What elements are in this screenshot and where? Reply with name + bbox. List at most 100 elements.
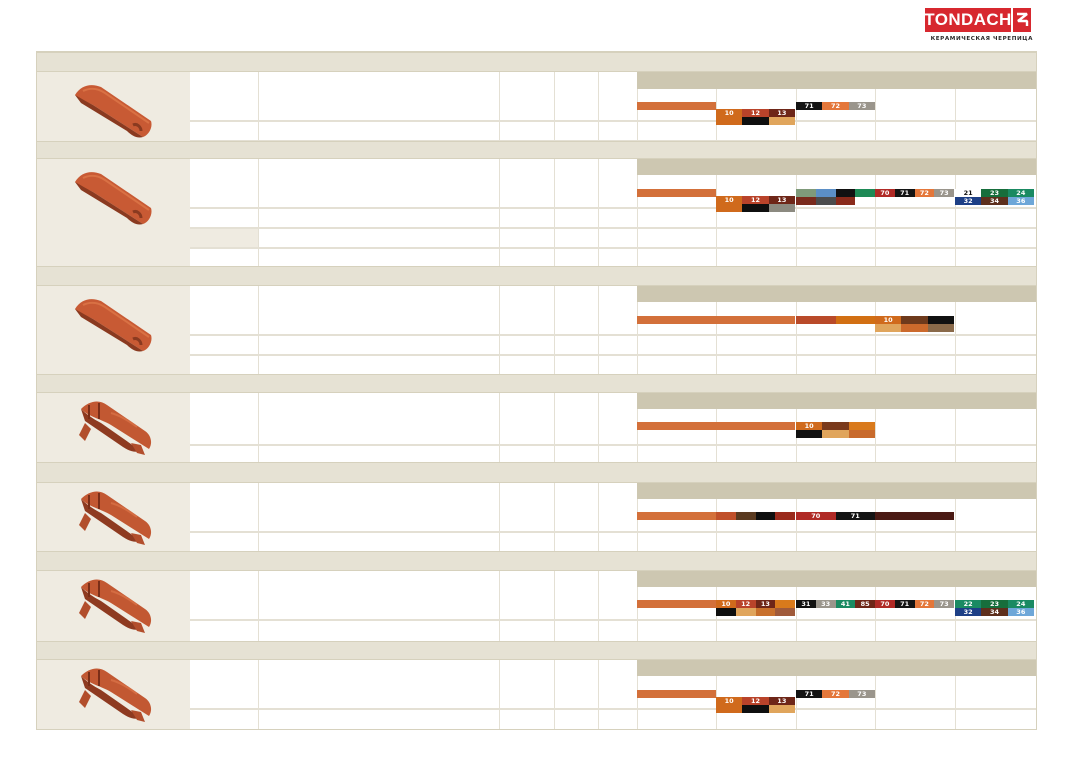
color-swatch: [775, 512, 795, 520]
color-swatch: [716, 608, 736, 616]
color-code: 73: [939, 600, 949, 608]
color-swatch: 41: [835, 600, 856, 608]
color-swatch-strip: 31 33 41 85: [796, 600, 875, 608]
color-swatch-strip: 10: [875, 316, 954, 332]
section-header-band: [37, 641, 1036, 660]
product-catalog-table: 10 12 13 71 72 73 10 12 13 70 71 72 73 21 23 24 32 34 36 10…: [36, 51, 1037, 730]
column-divider: [716, 302, 717, 374]
tile-image-cell: [37, 72, 190, 141]
color-code: 22: [963, 600, 973, 608]
color-code: 70: [880, 600, 890, 608]
column-divider: [554, 483, 555, 551]
ribbed-ridge-tile-icon: [71, 662, 157, 732]
tile-image-cell: [37, 483, 190, 551]
color-swatch: 72: [914, 189, 935, 197]
color-code: 71: [900, 600, 910, 608]
column-divider: [258, 286, 259, 374]
color-swatch-strip: 70 71 72 73: [875, 600, 954, 608]
column-divider: [554, 286, 555, 374]
column-divider: [716, 499, 717, 551]
color-code: 10: [724, 109, 734, 117]
color-swatch: [796, 316, 836, 324]
row-divider: [190, 531, 1036, 533]
shaded-cell: [190, 228, 258, 247]
ribbed-ridge-tile-icon: [71, 485, 157, 555]
color-swatch-strip: 70 71 72 73: [875, 189, 954, 197]
color-swatch-strip: [637, 600, 716, 608]
ribbed-ridge-tile-icon: [71, 395, 157, 465]
column-divider: [637, 302, 638, 374]
product-section: 10 12 13 71 72 73: [37, 660, 1036, 729]
color-swatch-strip: [637, 189, 716, 197]
color-swatch: [875, 512, 954, 520]
color-code: 71: [804, 102, 814, 110]
color-swatch: 34: [981, 608, 1008, 616]
column-divider: [258, 72, 259, 141]
color-swatch-strip: [716, 512, 795, 520]
column-divider: [554, 393, 555, 462]
color-code: 13: [777, 109, 787, 117]
color-swatch: 13: [768, 697, 795, 705]
column-divider: [875, 302, 876, 374]
column-divider: [637, 409, 638, 462]
color-swatch: 13: [768, 196, 795, 204]
column-divider: [955, 89, 956, 141]
color-swatch: 70: [875, 600, 895, 608]
section-header-band: [37, 266, 1036, 286]
color-swatch: [716, 316, 795, 324]
color-swatch: 10: [716, 600, 736, 608]
color-swatch: [716, 117, 743, 125]
color-code: 41: [840, 600, 850, 608]
column-divider: [637, 587, 638, 641]
color-code: 34: [989, 608, 1000, 616]
color-options-header: [637, 159, 1036, 175]
color-swatch-strip: 22 23 24 32 34 36: [955, 600, 1034, 616]
color-swatch: 71: [796, 690, 823, 698]
color-code: 32: [963, 608, 973, 616]
color-swatch: [755, 512, 776, 520]
brand-name: TONDACH: [924, 8, 1011, 32]
color-swatch: [815, 189, 836, 197]
color-swatch-strip: [796, 189, 875, 205]
color-swatch: [742, 705, 769, 713]
color-swatch: 71: [796, 102, 823, 110]
color-code: 70: [811, 512, 821, 520]
column-divider: [554, 159, 555, 266]
brand-mark-icon: [1013, 8, 1031, 32]
product-section: 10: [37, 393, 1036, 462]
color-swatch: 12: [735, 600, 756, 608]
color-swatch: 34: [981, 197, 1008, 205]
color-swatch: [768, 117, 795, 125]
color-options-header: [637, 286, 1036, 302]
color-swatch: [637, 102, 716, 110]
color-swatch: [716, 512, 736, 520]
color-code: 32: [963, 197, 973, 205]
color-swatch-strip: 10 12 13: [716, 600, 795, 616]
column-divider: [716, 175, 717, 266]
tile-image-cell: [37, 660, 190, 729]
tile-image-cell: [37, 286, 190, 374]
color-code: 12: [750, 196, 761, 204]
column-divider: [875, 676, 876, 729]
color-options-header: [637, 393, 1036, 409]
color-swatch: [637, 189, 716, 197]
color-swatch: 21: [955, 189, 982, 197]
column-divider: [598, 393, 599, 462]
tondach-logo: TONDACH КЕРАМИЧЕСКАЯ ЧЕРЕПИЦА: [924, 8, 1033, 42]
column-divider: [499, 483, 500, 551]
color-swatch: [875, 324, 902, 332]
color-code: 71: [804, 690, 814, 698]
column-divider: [258, 571, 259, 641]
product-section: 70 71: [37, 483, 1036, 551]
color-swatch: 10: [796, 422, 823, 430]
color-swatch: 73: [848, 690, 875, 698]
color-swatch: [796, 430, 823, 438]
color-code: 10: [724, 196, 734, 204]
color-swatch-strip: [637, 102, 716, 110]
column-divider: [637, 175, 638, 266]
color-options-header: [637, 571, 1036, 587]
row-divider: [190, 708, 1036, 710]
color-swatch-strip: [796, 316, 875, 324]
tile-image-cell: [37, 393, 190, 462]
color-swatch: [742, 117, 769, 125]
